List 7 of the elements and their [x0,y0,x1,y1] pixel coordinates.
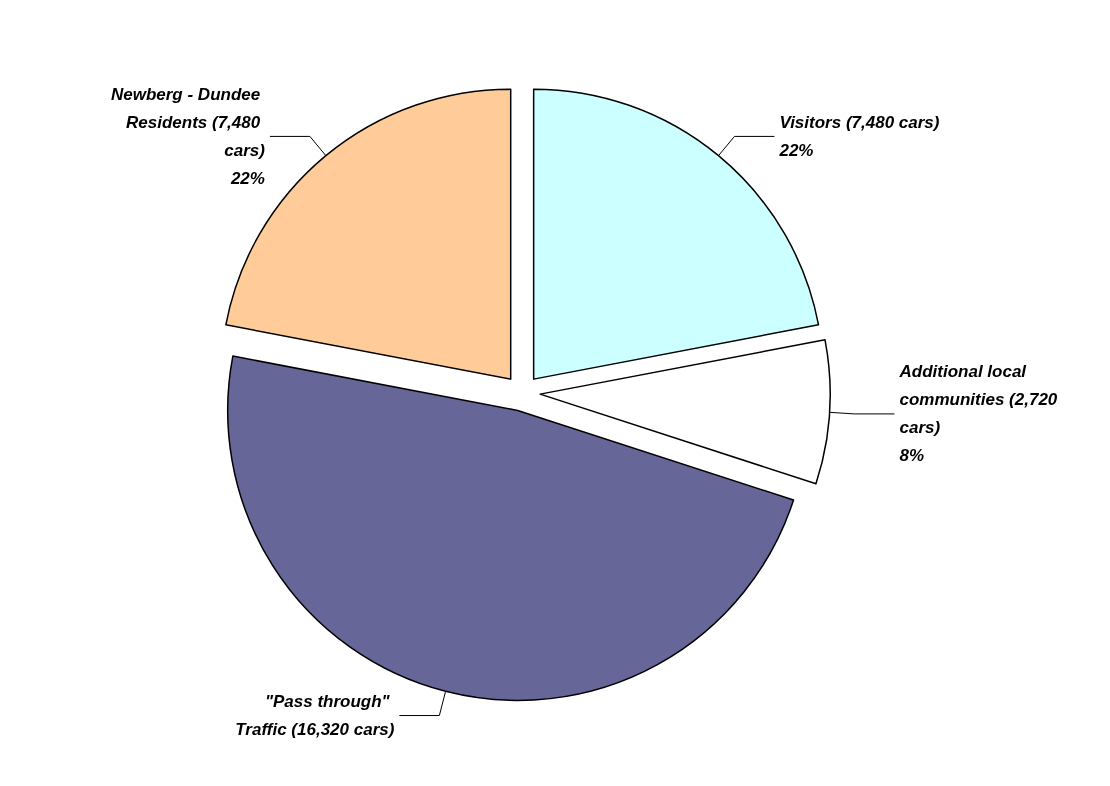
slice-label: "Pass through" Traffic (16,320 cars) [235,692,395,740]
slice-label: Newberg - Dundee Residents (7,480 cars) [110,84,266,160]
data-label: 8% [899,446,925,466]
slice-label: Additional local communities (2,720 cars) [898,362,1063,438]
data-label: 22% [229,168,265,188]
slice-label: Visitors (7,480 cars) [779,112,940,132]
data-label: 22% [778,140,814,160]
